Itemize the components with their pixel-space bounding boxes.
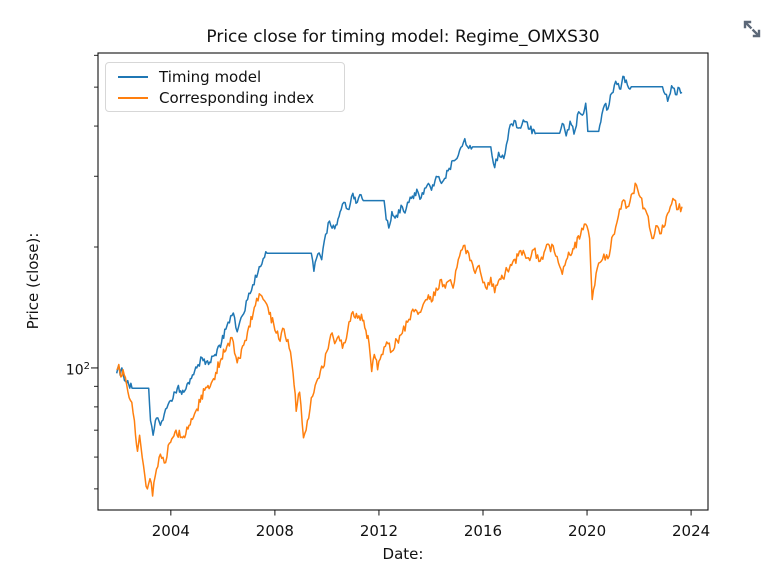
y-tick-base: 10 [65, 362, 84, 379]
y-tick-label: 102 [52, 358, 90, 380]
x-tick-label: 2008 [256, 522, 294, 540]
legend-label-corresponding-index: Corresponding index [159, 88, 315, 107]
x-tick-label: 2016 [464, 522, 502, 540]
legend-item-timing-model: Timing model [106, 66, 344, 87]
legend-item-corresponding-index: Corresponding index [106, 87, 344, 108]
x-tick-label: 2020 [568, 522, 606, 540]
x-axis-label: Date: [382, 545, 424, 563]
expand-button[interactable] [739, 16, 765, 42]
legend-label-timing-model: Timing model [159, 67, 262, 86]
chart-title: Price close for timing model: Regime_OMX… [206, 27, 600, 47]
legend-swatch-corresponding-index [118, 96, 148, 99]
x-tick-label: 2004 [152, 522, 190, 540]
legend: Timing model Corresponding index [105, 62, 345, 112]
axes-frame [97, 52, 709, 511]
x-tick-label: 2024 [672, 522, 710, 540]
y-axis-label: Price (close): [24, 232, 42, 330]
expand-diagonal-arrows-icon [743, 20, 761, 38]
x-tick-label: 2012 [360, 522, 398, 540]
series-line-corresponding-index [116, 182, 683, 497]
legend-swatch-timing-model [118, 75, 148, 78]
y-tick-exponent: 2 [83, 361, 90, 372]
series-line-timing-model [115, 75, 683, 436]
